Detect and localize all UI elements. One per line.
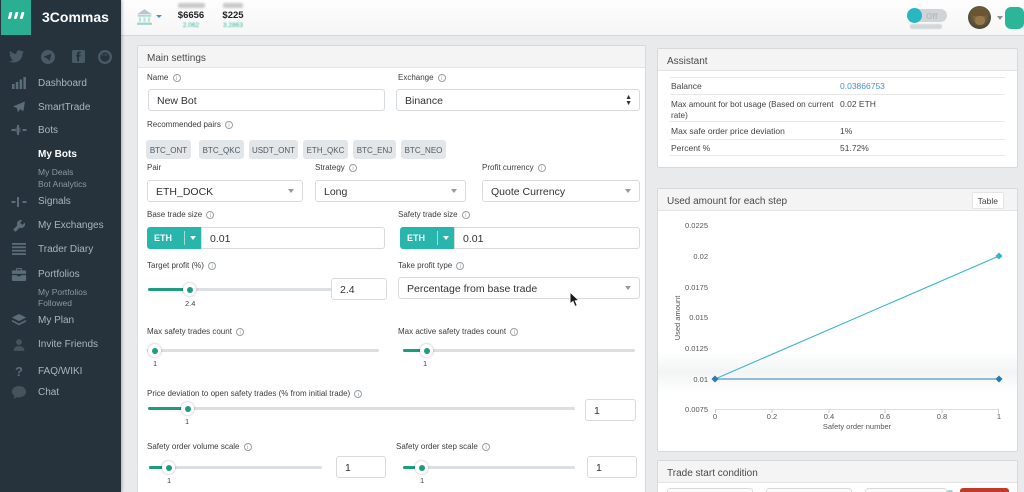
svg-text:0: 0 [713, 412, 717, 421]
svg-text:0.0225: 0.0225 [685, 221, 708, 230]
svg-text:0.0125: 0.0125 [685, 344, 708, 353]
svg-text:Used amount: Used amount [673, 295, 682, 341]
svg-text:0.8: 0.8 [937, 412, 947, 421]
svg-text:0.0075: 0.0075 [685, 405, 708, 414]
svg-text:0.01: 0.01 [693, 375, 708, 384]
svg-text:0.2: 0.2 [767, 412, 777, 421]
svg-text:1: 1 [997, 412, 1001, 421]
svg-text:0.015: 0.015 [689, 313, 708, 322]
svg-text:0.4: 0.4 [824, 412, 834, 421]
svg-text:0.02: 0.02 [693, 252, 708, 261]
svg-text:0.6: 0.6 [880, 412, 890, 421]
svg-text:0.0175: 0.0175 [685, 283, 708, 292]
svg-text:Safety order number: Safety order number [823, 422, 892, 431]
